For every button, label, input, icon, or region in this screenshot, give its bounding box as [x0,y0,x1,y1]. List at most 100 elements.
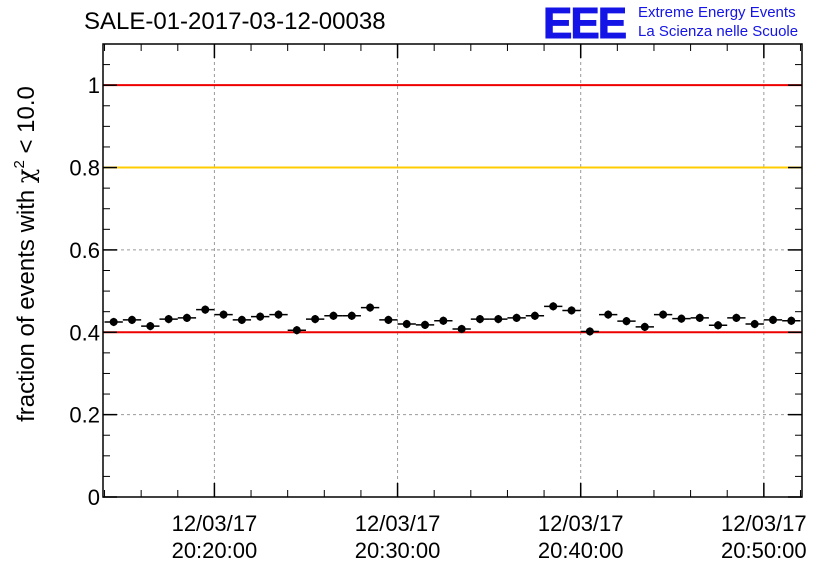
x-tick-label-date: 12/03/17 [721,511,807,536]
marker [769,315,778,324]
data-point [489,314,508,324]
marker [695,313,704,322]
x-tick-label-time: 20:50:00 [721,538,807,563]
data-point [141,321,160,331]
marker [127,315,136,324]
data-point [324,311,343,320]
marker [512,313,521,322]
y-tick-label: 0.2 [69,403,100,428]
marker [549,302,558,311]
marker [750,320,759,329]
data-point [122,315,142,325]
marker [604,310,613,319]
marker [732,313,741,322]
reference-lines [103,84,802,334]
x-tick-labels: 12/03/1720:20:0012/03/1720:30:0012/03/17… [172,511,807,563]
y-tick-label: 0 [88,485,100,510]
marker [622,317,631,326]
marker [182,313,191,322]
y-tick-label: 0.6 [69,238,100,263]
y-tick-label: 0.4 [69,320,100,345]
marker [164,315,173,324]
axis-ticks [103,43,802,498]
marker [421,320,430,329]
marker [366,303,375,312]
marker [292,326,301,335]
data-point [580,327,600,336]
data-point [727,313,746,322]
data-point [617,317,636,326]
data-point [159,314,178,324]
plot-frame [102,43,803,498]
data-point [470,314,490,324]
data-point [434,316,453,325]
data-point [251,312,270,321]
y-tick-labels: 0 0.2 0.4 0.6 0.8 1 [69,73,100,510]
x-tick-label-date: 12/03/17 [538,511,624,536]
data-point [708,321,728,330]
x-tick-label-date: 12/03/17 [355,511,441,536]
marker [329,311,338,320]
logo-line-2: La Scienza nelle Scuole [638,23,799,40]
y-tick-label: 0.8 [69,156,100,181]
marker [347,311,356,320]
marker [787,316,796,325]
marker [677,314,686,323]
marker [402,320,411,329]
x-tick-label-time: 20:20:00 [172,538,258,563]
data-point [214,310,233,319]
y-tick-label: 1 [88,73,100,98]
marker [659,310,668,319]
marker [585,327,594,336]
logo-caption: Extreme Energy Events La Scienza nelle S… [638,3,798,41]
data-points [104,302,801,336]
marker [201,305,210,314]
marker [567,306,576,315]
data-point [763,315,783,325]
marker [457,324,466,333]
data-point [196,305,215,314]
data-point [269,310,288,319]
data-point [360,303,380,312]
data-point [690,313,709,322]
marker [311,315,320,324]
marker [714,321,723,330]
eee-logo-icon: EEE [543,0,629,44]
plot-title: SALE-01-2017-03-12-00038 [84,8,386,35]
marker [475,315,484,324]
data-point [379,315,398,325]
data-point [177,313,197,322]
data-point [452,324,471,334]
marker [439,316,448,325]
x-tick-label-date: 12/03/17 [172,511,258,536]
marker [256,312,265,321]
y-axis-label: fraction of events with χ2 < 10.0 [11,86,40,422]
grid-lines [103,44,802,498]
data-point [672,314,691,323]
x-tick-label-time: 20:40:00 [538,538,624,563]
marker [109,317,118,326]
data-point [397,319,416,329]
marker [219,310,228,319]
data-point [635,322,654,332]
data-point [342,311,361,320]
data-point [232,315,252,325]
data-point [653,310,673,319]
data-point [544,302,563,311]
marker [384,315,393,324]
data-point [104,317,123,327]
marker [237,315,246,324]
data-point [562,306,581,315]
data-point [599,310,618,319]
data-point [745,319,764,329]
data-point [507,313,526,322]
marker [494,315,503,324]
data-point [782,316,801,325]
data-point [305,314,325,324]
marker [274,310,283,319]
marker [530,311,539,320]
x-tick-label-time: 20:30:00 [355,538,441,563]
marker [146,322,155,331]
logo-line-1: Extreme Energy Events [638,4,796,21]
